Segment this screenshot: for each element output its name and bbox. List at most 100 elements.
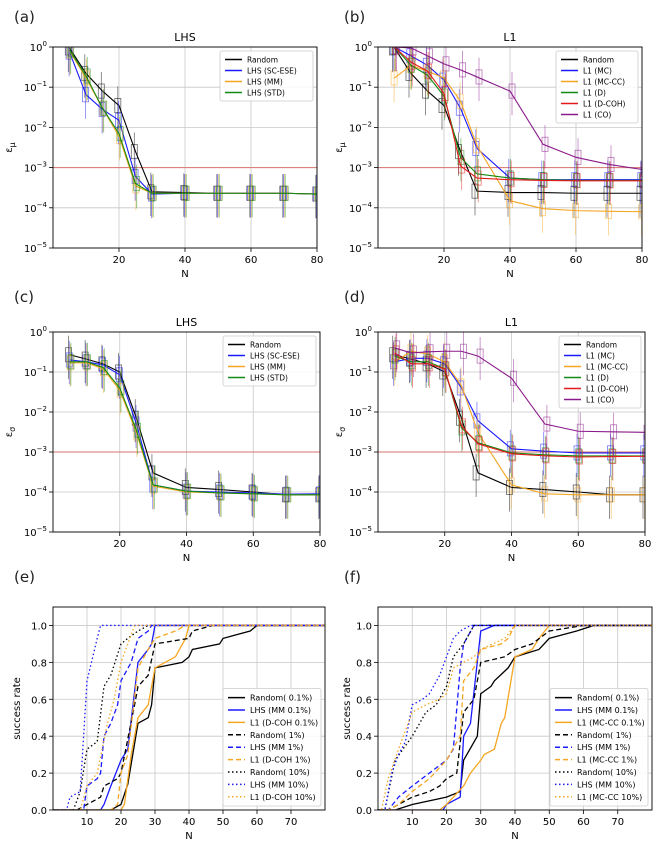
- x-tick-label: 70: [285, 817, 298, 828]
- x-tick-label: 20: [438, 539, 451, 550]
- x-tick-label: 80: [311, 255, 324, 266]
- legend-label: LHS (SC-ESE): [247, 67, 297, 76]
- y-tick-label: 10−4: [349, 485, 373, 499]
- box: [64, 47, 72, 56]
- legend-box: [558, 335, 642, 409]
- axes-frame: [52, 331, 321, 533]
- x-axis-label: N: [511, 831, 518, 842]
- x-tick-label: 30: [149, 817, 162, 828]
- box: [458, 420, 466, 436]
- series-line-l1-mc-cc-0-1-: [378, 624, 652, 810]
- box: [98, 101, 106, 117]
- box: [100, 361, 107, 377]
- legend-box: [222, 335, 317, 387]
- y-tick-label: 10−1: [349, 365, 372, 379]
- series-line-random-1-: [53, 624, 325, 810]
- legend: Random( 0.1%) LHS (MM 0.1%) L1 (D-COH 0.1%…: [222, 687, 322, 807]
- box: [83, 68, 91, 84]
- x-tick-label: 20: [113, 539, 126, 550]
- y-tick-label: 10−3: [24, 445, 47, 459]
- x-axis-label: N: [506, 269, 513, 280]
- y-tick-label: 0.6: [31, 695, 47, 706]
- box: [543, 416, 551, 432]
- box: [441, 88, 448, 104]
- box: [458, 158, 466, 174]
- y-tick-label: 10−3: [349, 161, 372, 175]
- legend-label: Random( 10%): [250, 768, 310, 777]
- chart-svg: 10 20 30 40 50 60 70 0.0 0.2 0.4 0.6 0.8 1.0 Nsuccess…: [12, 606, 326, 842]
- series-line-random-0-1-: [378, 624, 652, 810]
- legend-label: LHS (MM 1%): [250, 743, 303, 752]
- chart-title: L1: [505, 316, 518, 329]
- box: [99, 357, 107, 373]
- x-tick-label: 40: [505, 539, 518, 550]
- legend-label: Random( 1%): [577, 731, 632, 740]
- y-tick-label: 100: [355, 325, 372, 339]
- x-axis-label: N: [185, 831, 192, 842]
- box: [100, 100, 108, 116]
- legend-box: [549, 687, 649, 807]
- panel-label: (f): [344, 568, 361, 586]
- series-line-l1-co-: [394, 347, 645, 433]
- x-axis-label: N: [181, 269, 188, 280]
- y-tick-label: 10−5: [24, 525, 47, 539]
- box: [392, 345, 400, 361]
- legend-box: [219, 50, 314, 102]
- box: [65, 47, 73, 60]
- x-tick-label: 70: [611, 817, 624, 828]
- box: [475, 436, 483, 452]
- axes-frame: [52, 46, 318, 249]
- y-axis-label: εσ: [4, 427, 17, 437]
- box: [425, 63, 433, 79]
- y-tick-label: 10−2: [24, 405, 47, 419]
- legend: Random L1 (MC) L1 (MC-CC) L1 (D) L1 (D-COH) L…: [558, 335, 642, 409]
- series-line-l1-d-coh-1-: [53, 624, 325, 810]
- x-tick-label: 60: [572, 539, 585, 550]
- y-tick-label: 100: [30, 325, 47, 339]
- y-tick-label: 10−5: [24, 241, 47, 255]
- x-axis-label: N: [183, 553, 190, 563]
- legend-label: LHS (MM): [250, 363, 286, 372]
- y-tick-label: 10−3: [349, 445, 372, 459]
- legend: Random L1 (MC) L1 (MC-CC) L1 (D) L1 (D-COH) L…: [555, 50, 639, 124]
- box: [474, 425, 482, 441]
- chart-svg: 10 20 30 40 50 60 70 0.0 0.2 0.4 0.6 0.8 1.0 Nsuccess…: [342, 606, 653, 842]
- series-line-l1-mc-cc-1-: [378, 624, 652, 810]
- box: [67, 47, 75, 58]
- series-line-lhs-std-: [69, 361, 320, 496]
- x-tick-label: 10: [406, 817, 419, 828]
- legend: Random LHS (SC-ESE) LHS (MM) LHS (STD): [219, 50, 314, 102]
- y-tick-label: 10−4: [24, 201, 48, 215]
- box: [83, 70, 90, 86]
- series-line-l1-d-coh-0-1-: [53, 624, 325, 810]
- series-line-lhs-std-: [69, 49, 317, 195]
- legend-label: L1 (MC): [583, 67, 612, 76]
- series-line-l1-d-: [394, 355, 645, 457]
- chart-svg: 20 40 60 80 100 10−1 10−2 10−3 10−4 10−5 LHS Nεμ Ran…: [4, 31, 324, 280]
- y-tick-label: 10−2: [349, 120, 372, 134]
- panel-label: (d): [344, 288, 366, 306]
- box: [506, 193, 514, 209]
- y-tick-label: 0.6: [356, 695, 372, 706]
- y-axis-label: success rate: [342, 677, 353, 740]
- panel-label: (a): [14, 8, 35, 26]
- legend-label: LHS (STD): [247, 89, 285, 98]
- y-tick-label: 100: [355, 40, 372, 54]
- box: [82, 87, 89, 103]
- box: [456, 380, 464, 396]
- legend-label: Random( 0.1%): [250, 694, 312, 703]
- box: [130, 144, 138, 160]
- axes-frame: [52, 606, 326, 811]
- y-axis-label: εσ: [334, 427, 347, 437]
- legend-label: LHS (MM 0.1%): [250, 706, 311, 715]
- series-line-random-1-: [378, 624, 652, 810]
- legend-label: L1 (D-COH 0.1%): [250, 718, 318, 727]
- series-line-l1-mc-cc-10-: [378, 624, 652, 810]
- y-tick-label: 10−4: [24, 485, 48, 499]
- legend-box: [555, 50, 639, 124]
- y-tick-label: 1.0: [356, 621, 372, 632]
- x-tick-label: 40: [179, 255, 192, 266]
- box: [116, 126, 124, 142]
